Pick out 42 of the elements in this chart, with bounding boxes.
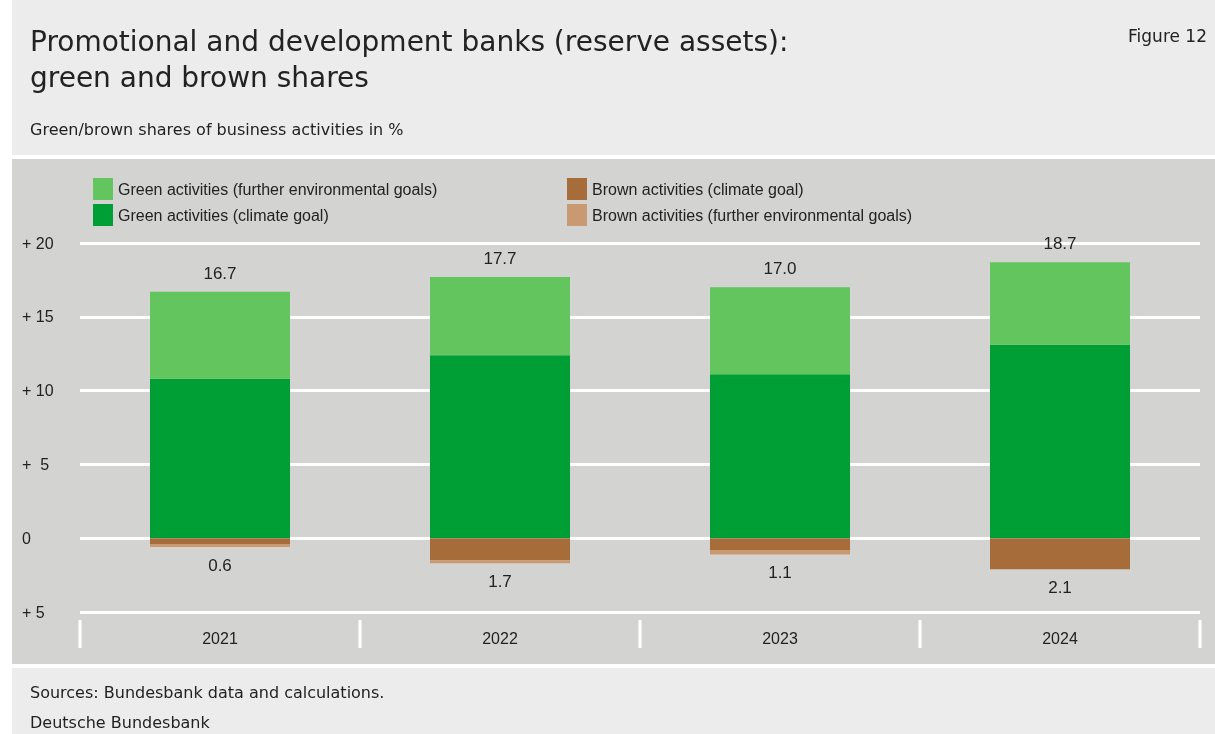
bar [990, 344, 1130, 539]
legend-label: Green activities (climate goal) [118, 206, 329, 224]
y-tick-label: + 15 [22, 308, 54, 326]
y-tick-label: + 10 [22, 382, 54, 400]
bar [430, 538, 570, 561]
bar [430, 560, 570, 564]
x-tick-label: 2021 [202, 629, 238, 647]
y-tick-label: + 5 [22, 603, 45, 621]
bar [990, 538, 1130, 570]
source-note: Sources: Bundesbank data and calculations. [30, 683, 385, 702]
bar [150, 544, 290, 548]
x-tick-label: 2024 [1042, 629, 1078, 647]
bar [710, 374, 850, 539]
x-tick-label: 2022 [482, 629, 518, 647]
legend-label: Brown activities (climate goal) [592, 180, 804, 198]
bar [710, 550, 850, 555]
annotation: 17.0 [763, 259, 797, 279]
text: Deutsche Bundesbank [30, 713, 210, 732]
annotation: 17.7 [483, 248, 517, 268]
chart-subtitle: Green/brown shares of business activities in % [30, 120, 404, 139]
bar [150, 291, 290, 379]
annotation: 2.1 [1048, 578, 1072, 598]
y-tick-label: + 5 [22, 455, 50, 473]
legend-label: Green activities (further environmental goals) [118, 180, 438, 198]
bar [710, 538, 850, 551]
bar [430, 355, 570, 539]
annotation: 1.1 [768, 563, 792, 583]
chart-title: Promotional and development banks (reserve assets): green and brown shares [30, 24, 789, 96]
bar [150, 378, 290, 539]
annotation: 18.7 [1043, 234, 1077, 254]
bar [430, 276, 570, 356]
x-tick-label: 2023 [762, 629, 798, 647]
annotation: 16.7 [203, 263, 237, 283]
legend-label: Brown activities (further environmental goals) [592, 206, 913, 224]
bar [710, 287, 850, 375]
y-tick-label: 0 [22, 529, 31, 547]
bar [150, 538, 290, 545]
y-tick-label: + 20 [22, 234, 54, 252]
annotation: 0.6 [208, 556, 232, 576]
caption: Figure 12 [1128, 26, 1207, 46]
bar [990, 262, 1130, 345]
annotation: 1.7 [488, 572, 512, 592]
